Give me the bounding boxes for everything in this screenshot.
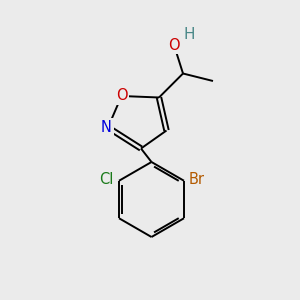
Text: Cl: Cl (99, 172, 114, 187)
Text: O: O (116, 88, 127, 104)
Text: Br: Br (189, 172, 205, 187)
Text: N: N (101, 120, 112, 135)
Text: H: H (184, 27, 195, 42)
Text: O: O (168, 38, 180, 52)
